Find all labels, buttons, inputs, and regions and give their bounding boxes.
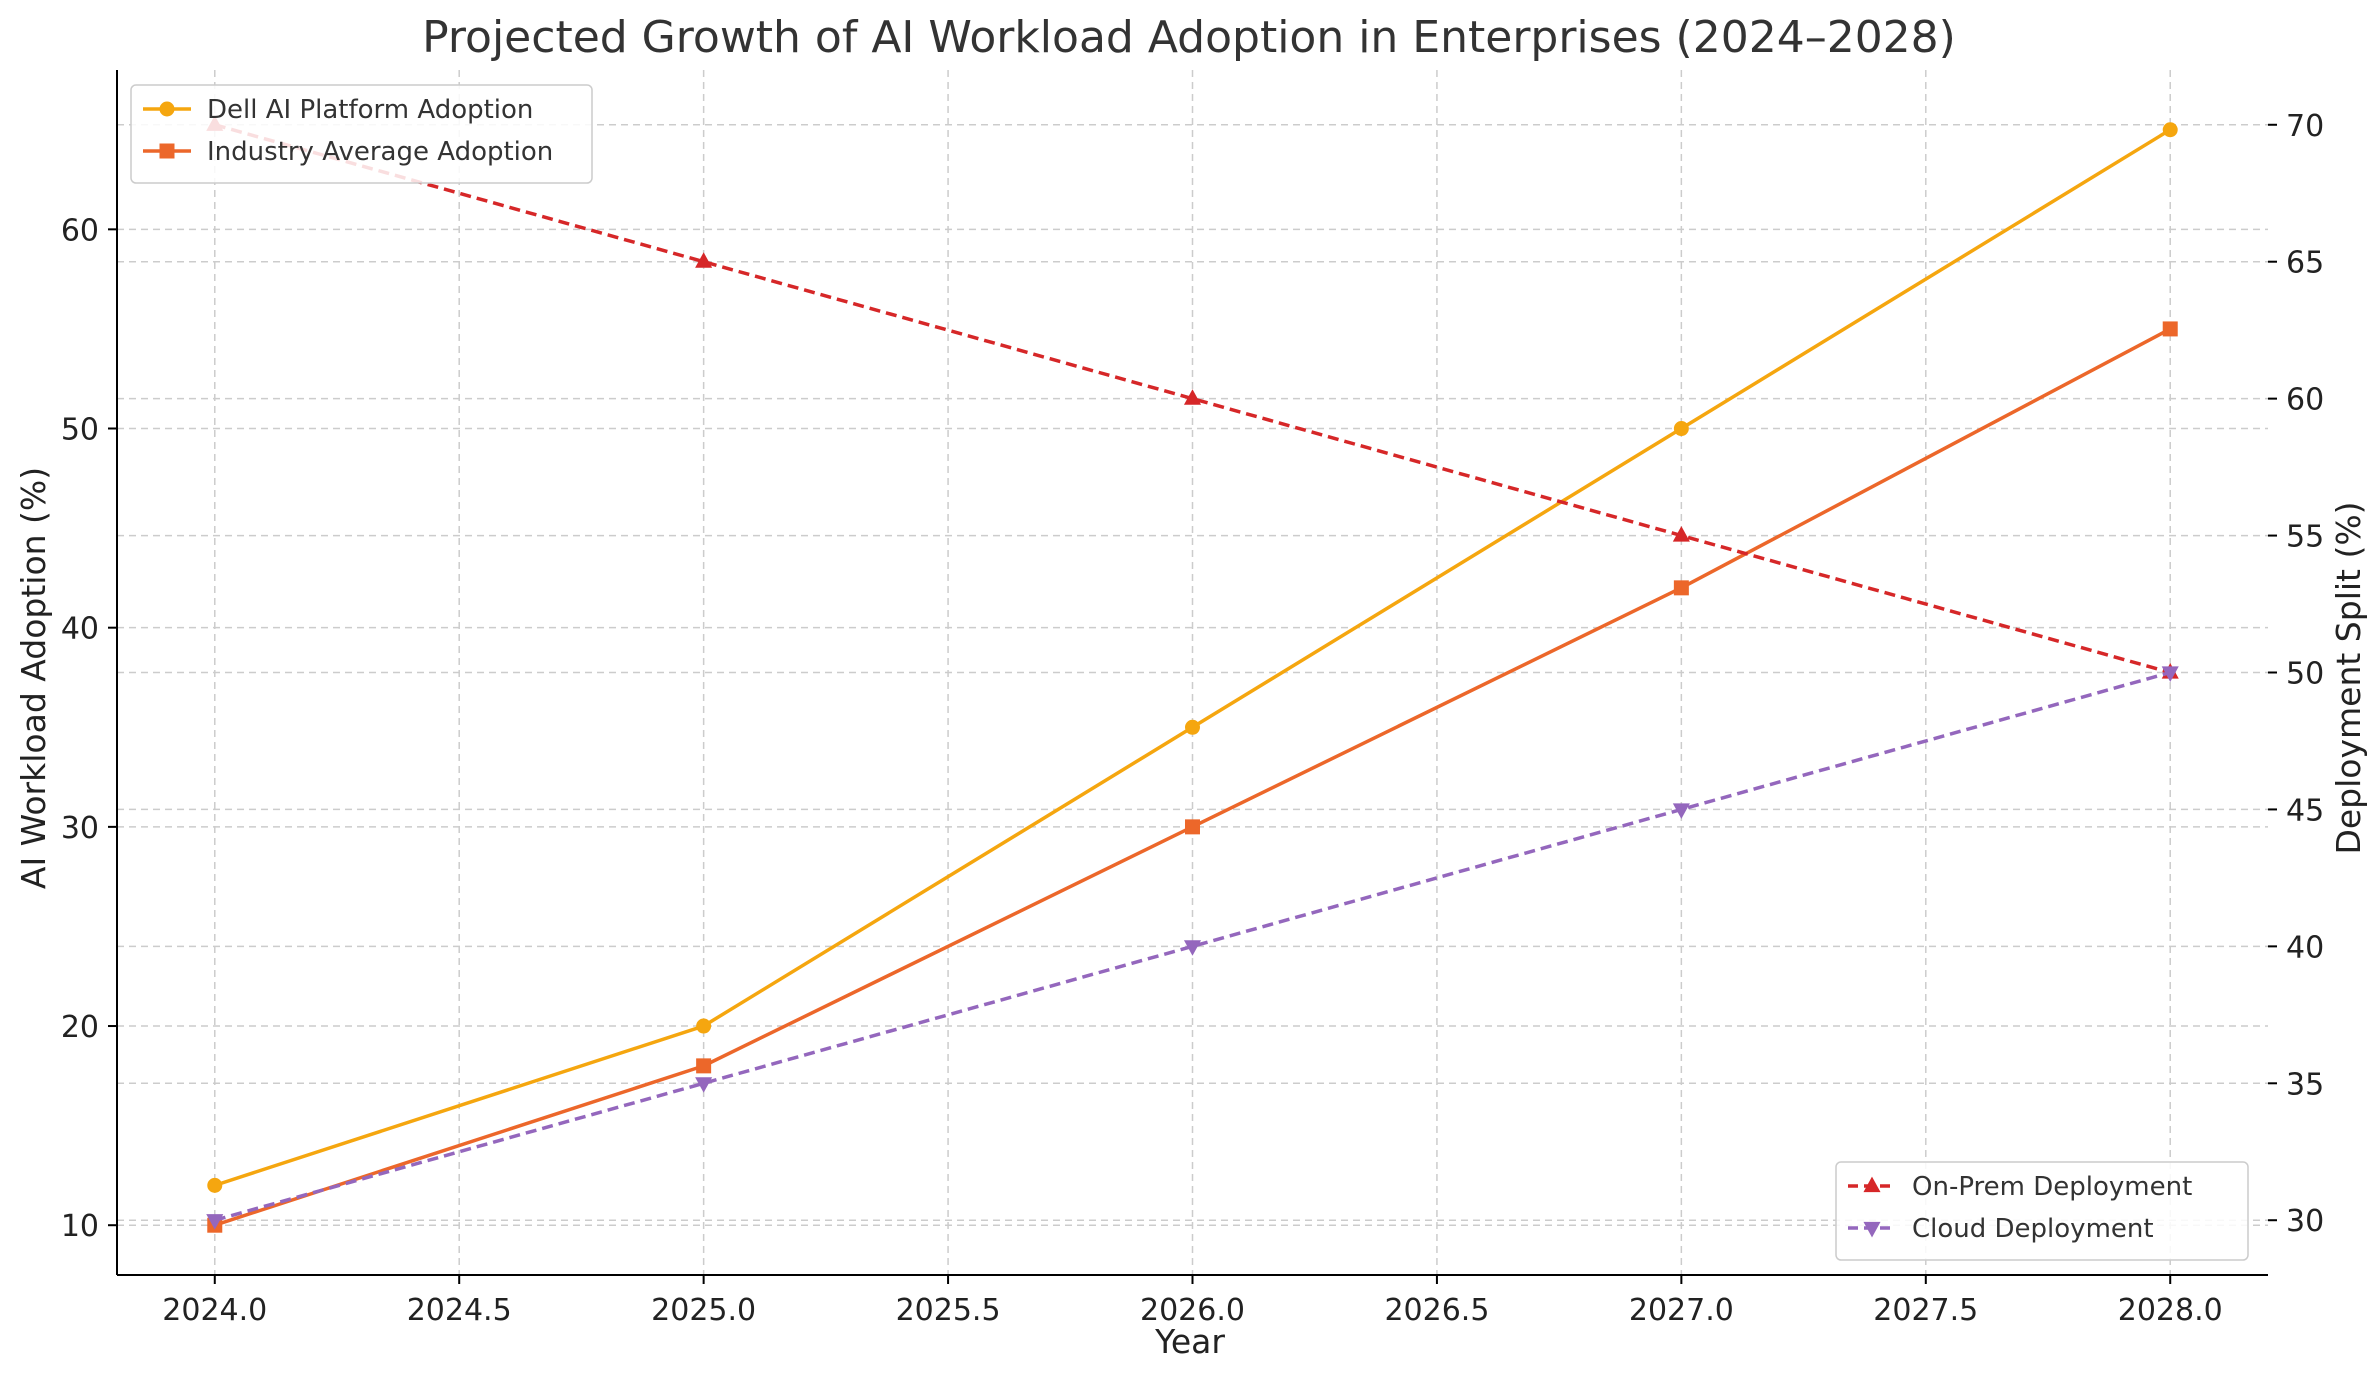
series-layer [206,115,2179,1233]
data-point [1672,803,1690,819]
y2-tick-label: 60 [2286,383,2324,418]
legend-marker [159,143,175,159]
y2-tick-label: 50 [2286,657,2324,692]
x-tick-label: 2028.0 [2118,1293,2223,1328]
data-point [1183,389,1202,405]
y2-tick-label: 35 [2286,1067,2324,1102]
data-point [206,1214,224,1230]
x-tick-label: 2025.5 [896,1293,1001,1328]
data-point [1185,819,1200,835]
grid-layer [117,70,2268,1275]
y2-tick-label: 45 [2286,793,2324,828]
y2-tick-label: 55 [2286,520,2324,555]
x-tick-label: 2025.0 [651,1293,756,1328]
data-point [2161,666,2179,682]
data-point [1183,940,1202,956]
data-point [696,1018,712,1034]
y2-tick-label: 40 [2286,930,2324,965]
legend-label: On-Prem Deployment [1912,1172,2192,1202]
y-tick-label: 20 [61,1010,99,1045]
y2-axis-label: Deployment Split (%) [2329,501,2368,854]
series-line-2 [214,123,2171,675]
x-tick-label: 2026.5 [1384,1293,1489,1328]
legend-marker [159,101,175,117]
legend-layer: Dell AI Platform Adoption Industry Averag… [130,84,2249,1261]
data-point [696,1058,712,1074]
data-point [2162,321,2178,337]
data-point [695,252,713,268]
x-tick-label: 2024.0 [162,1293,267,1328]
x-tick-label: 2027.5 [1873,1293,1978,1328]
legend-marker [1863,1221,1881,1238]
data-point [1672,526,1690,542]
x-tick-label: 2026.0 [1140,1293,1245,1328]
legend-label: Cloud Deployment [1912,1214,2154,1244]
data-point [207,1177,223,1193]
legend-box [1835,1161,2249,1261]
data-point [1673,421,1689,437]
legend-bottom-right: On-Prem Deployment Cloud Deployment [1835,1161,2249,1261]
chart-title: Projected Growth of AI Workload Adoption… [422,12,1956,63]
data-point [695,1077,713,1093]
legend-marker [1863,1176,1881,1193]
legend-label: Dell AI Platform Adoption [207,95,533,125]
x-tick-label: 2024.5 [407,1293,512,1328]
x-axis-label: Year [1154,1322,1225,1361]
x-tick-label: 2027.0 [1629,1293,1734,1328]
y-tick-label: 60 [61,213,99,248]
data-point [1673,580,1689,596]
ticks-layer: 2024.0 2024.5 2025.0 2025.5 2026.0 2026.5 2027… [61,109,2324,1328]
data-point [2162,122,2178,138]
series-line-3 [214,670,2171,1222]
legend-top-left: Dell AI Platform Adoption Industry Averag… [130,84,593,184]
y-tick-label: 40 [61,612,99,647]
legend-box [130,84,593,184]
y-tick-label: 30 [61,811,99,846]
legend-label: Industry Average Adoption [207,137,553,167]
y-tick-label: 50 [61,413,99,448]
y2-tick-label: 70 [2286,109,2324,144]
y-tick-label: 10 [61,1209,99,1244]
y-axis-label: AI Workload Adoption (%) [14,467,53,889]
y2-tick-label: 30 [2286,1204,2324,1239]
y2-tick-label: 65 [2286,246,2324,281]
data-point [1185,719,1200,735]
